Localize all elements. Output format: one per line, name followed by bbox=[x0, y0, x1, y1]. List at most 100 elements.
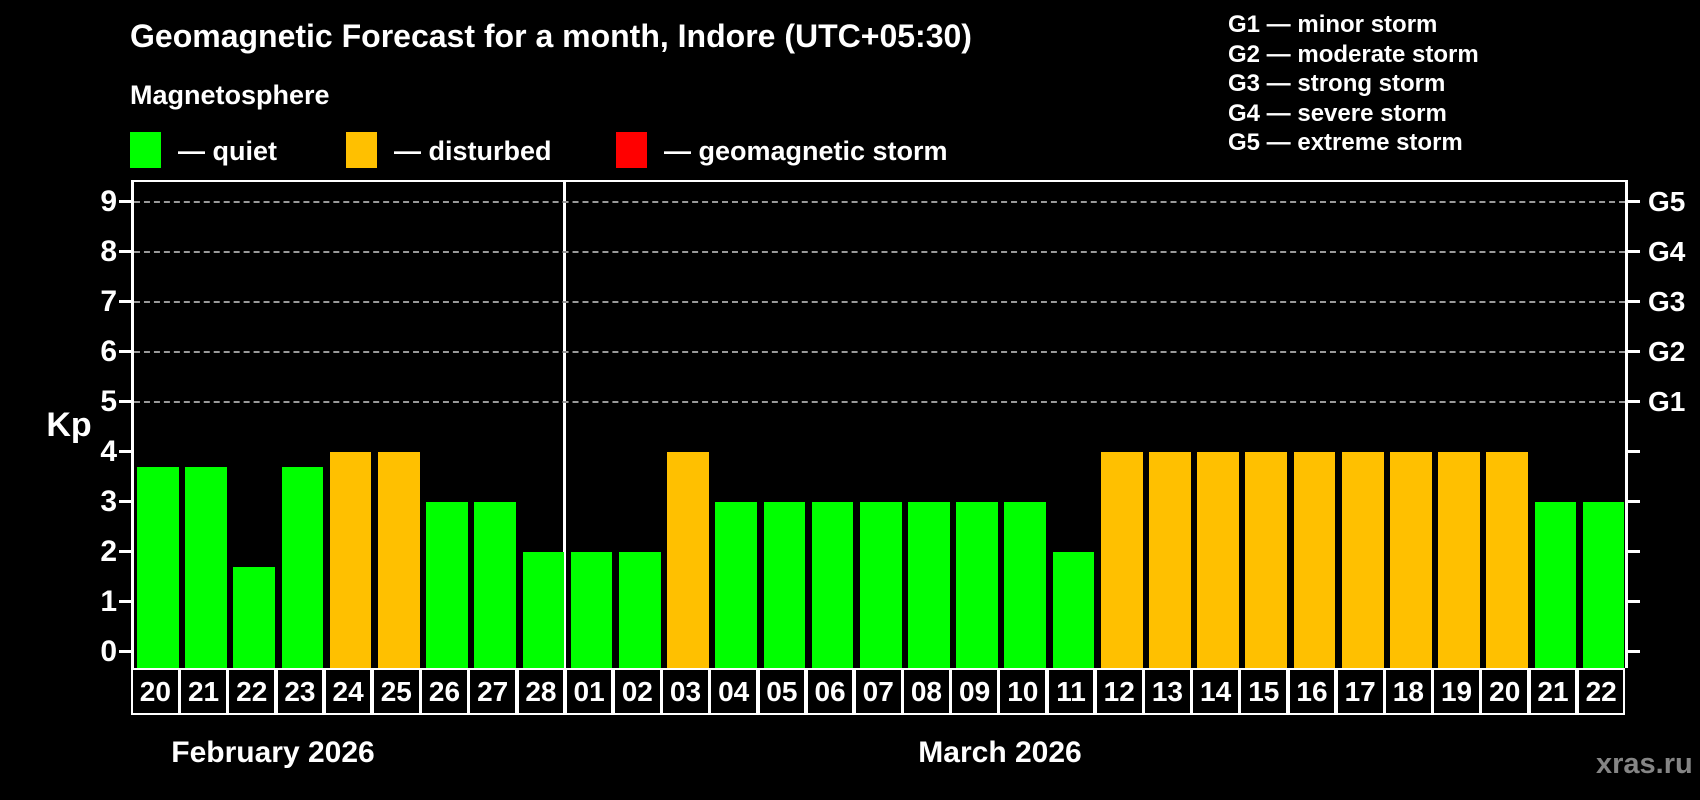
chart-title: Geomagnetic Forecast for a month, Indore… bbox=[130, 18, 972, 54]
kp-bar-february-24 bbox=[329, 451, 372, 668]
chart-subtitle: Magnetosphere bbox=[130, 80, 330, 110]
day-label-cell: 19 bbox=[1432, 668, 1481, 715]
right-tick-2 bbox=[1628, 550, 1640, 554]
kp-bar-march-18 bbox=[1390, 451, 1432, 668]
kp-bar-march-04 bbox=[715, 501, 757, 668]
right-tick-0 bbox=[1628, 650, 1640, 654]
storm-scale-item-g3: G3 — strong storm bbox=[1228, 70, 1446, 97]
kp-bar-february-25 bbox=[377, 451, 420, 668]
kp-bar-march-14 bbox=[1197, 451, 1239, 668]
kp-bar-march-10 bbox=[1004, 501, 1047, 668]
day-label-cell: 22 bbox=[227, 668, 277, 715]
left-tick-9 bbox=[119, 200, 131, 204]
y-tick-label-3: 3 bbox=[100, 484, 117, 518]
day-label-cell: 13 bbox=[1143, 668, 1192, 715]
y-tick-label-2: 2 bbox=[100, 534, 117, 568]
y-tick-label-9: 9 bbox=[100, 184, 117, 218]
g-label-g2: G2 bbox=[1648, 335, 1686, 367]
y-tick-label-6: 6 bbox=[100, 334, 117, 368]
kp-bar-march-17 bbox=[1341, 451, 1384, 668]
day-label-cell: 07 bbox=[853, 668, 903, 715]
y-tick-label-5: 5 bbox=[100, 384, 117, 418]
day-label-cell: 25 bbox=[371, 668, 421, 715]
left-tick-7 bbox=[119, 300, 131, 304]
kp-bar-february-23 bbox=[281, 466, 324, 668]
right-tick-5 bbox=[1628, 400, 1640, 404]
y-tick-label-4: 4 bbox=[100, 434, 117, 468]
left-tick-5 bbox=[119, 400, 131, 404]
day-label-cell: 28 bbox=[516, 668, 566, 715]
day-label-cell: 02 bbox=[612, 668, 662, 715]
kp-bar-march-09 bbox=[956, 501, 998, 668]
g-label-g4: G4 bbox=[1648, 235, 1686, 267]
kp-bar-march-15 bbox=[1245, 451, 1288, 668]
day-label-cell: 15 bbox=[1239, 668, 1289, 715]
day-label-cell: 06 bbox=[805, 668, 855, 715]
storm-scale-item-g5: G5 — extreme storm bbox=[1228, 129, 1463, 156]
g-label-g3: G3 bbox=[1648, 285, 1686, 317]
day-label-cell: 21 bbox=[179, 668, 228, 715]
day-label-cell: 11 bbox=[1046, 668, 1096, 715]
gridline-kp9 bbox=[134, 200, 1625, 203]
gridline-kp7 bbox=[134, 300, 1625, 303]
day-label-cell: 22 bbox=[1576, 668, 1626, 715]
day-label-cell: 17 bbox=[1335, 668, 1385, 715]
day-label-cell: 18 bbox=[1384, 668, 1433, 715]
kp-bar-march-13 bbox=[1149, 451, 1191, 668]
day-label-cell: 20 bbox=[131, 668, 180, 715]
day-label-cell: 01 bbox=[564, 668, 614, 715]
kp-bar-march-20 bbox=[1486, 451, 1529, 668]
day-label-cell: 26 bbox=[420, 668, 469, 715]
month-separator-line bbox=[563, 180, 567, 668]
left-tick-6 bbox=[119, 350, 131, 354]
kp-bar-march-11 bbox=[1052, 551, 1095, 668]
left-tick-2 bbox=[119, 550, 131, 554]
storm-scale-item-g1: G1 — minor storm bbox=[1228, 11, 1438, 38]
day-label-cell: 03 bbox=[661, 668, 710, 715]
kp-bar-march-02 bbox=[618, 551, 661, 668]
y-tick-label-1: 1 bbox=[100, 584, 117, 618]
right-tick-4 bbox=[1628, 450, 1640, 454]
kp-bar-march-05 bbox=[763, 501, 806, 668]
kp-bar-march-03 bbox=[667, 451, 709, 668]
day-label-cell: 24 bbox=[323, 668, 373, 715]
left-tick-4 bbox=[119, 450, 131, 454]
right-tick-1 bbox=[1628, 600, 1640, 604]
storm-scale-item-g4: G4 — severe storm bbox=[1228, 99, 1447, 127]
y-tick-label-8: 8 bbox=[100, 234, 117, 268]
storm-scale-item-g2: G2 — moderate storm bbox=[1228, 40, 1479, 68]
plot-frame-top bbox=[131, 180, 1628, 182]
right-tick-9 bbox=[1628, 200, 1640, 204]
kp-bar-march-06 bbox=[811, 501, 854, 668]
legend-swatch-quiet bbox=[130, 132, 161, 168]
day-label-cell: 10 bbox=[998, 668, 1048, 715]
left-tick-0 bbox=[119, 650, 131, 654]
legend-swatch-disturbed bbox=[346, 132, 377, 168]
day-label-cell: 08 bbox=[902, 668, 951, 715]
watermark: xras.ru bbox=[1596, 748, 1693, 780]
day-label-cell: 21 bbox=[1528, 668, 1578, 715]
day-label-cell: 23 bbox=[275, 668, 325, 715]
day-label-cell: 04 bbox=[709, 668, 758, 715]
day-label-cell: 20 bbox=[1480, 668, 1530, 715]
kp-bar-february-22 bbox=[233, 566, 276, 668]
gridline-kp6 bbox=[134, 350, 1625, 353]
right-tick-7 bbox=[1628, 300, 1640, 304]
kp-bar-march-22 bbox=[1582, 501, 1625, 668]
kp-bar-march-07 bbox=[859, 501, 902, 668]
day-label-cell: 09 bbox=[950, 668, 999, 715]
kp-bar-march-16 bbox=[1293, 451, 1336, 668]
kp-bar-march-01 bbox=[570, 551, 613, 668]
left-tick-1 bbox=[119, 600, 131, 604]
right-tick-6 bbox=[1628, 350, 1640, 354]
day-label-cell: 27 bbox=[468, 668, 518, 715]
kp-bar-february-20 bbox=[137, 466, 179, 668]
left-tick-3 bbox=[119, 500, 131, 504]
right-axis-line bbox=[1625, 180, 1628, 668]
y-tick-label-7: 7 bbox=[100, 284, 117, 318]
month-label-march: March 2026 bbox=[918, 736, 1082, 769]
day-label-cell: 14 bbox=[1191, 668, 1240, 715]
legend-label-disturbed: — disturbed bbox=[394, 136, 552, 166]
legend-label-storm: — geomagnetic storm bbox=[664, 136, 948, 166]
kp-bar-february-26 bbox=[426, 501, 468, 668]
